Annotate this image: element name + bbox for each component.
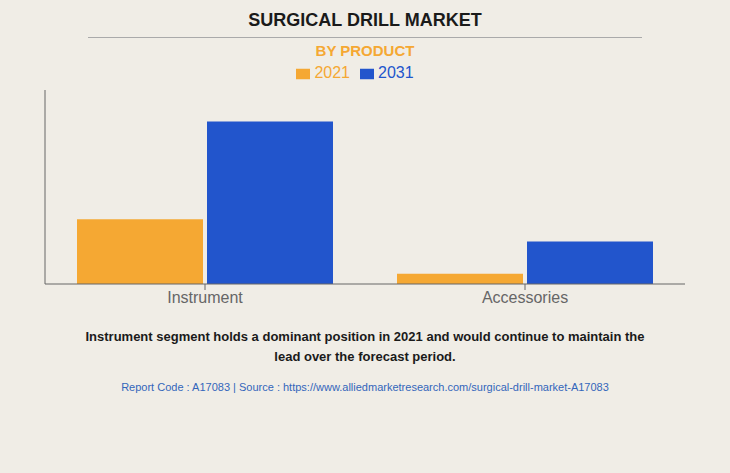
svg-text:Instrument: Instrument bbox=[167, 289, 243, 306]
html-text:Instrument segment holds a dom: Instrument segment holds a dominant posi… bbox=[85, 329, 645, 344]
svg-text:Accessories: Accessories bbox=[482, 289, 568, 306]
html-text:SURGICAL DRILL MARKET: SURGICAL DRILL MARKET bbox=[248, 10, 482, 30]
html-text:BY PRODUCT: BY PRODUCT bbox=[315, 42, 415, 59]
html-text:2031: 2031 bbox=[378, 64, 414, 81]
html-text:Report Code : A17083 | Source: Report Code : A17083 | Source : https://… bbox=[121, 381, 609, 393]
html-text:lead over the forecast period.: lead over the forecast period. bbox=[274, 349, 456, 364]
html-text:2021: 2021 bbox=[314, 64, 350, 81]
